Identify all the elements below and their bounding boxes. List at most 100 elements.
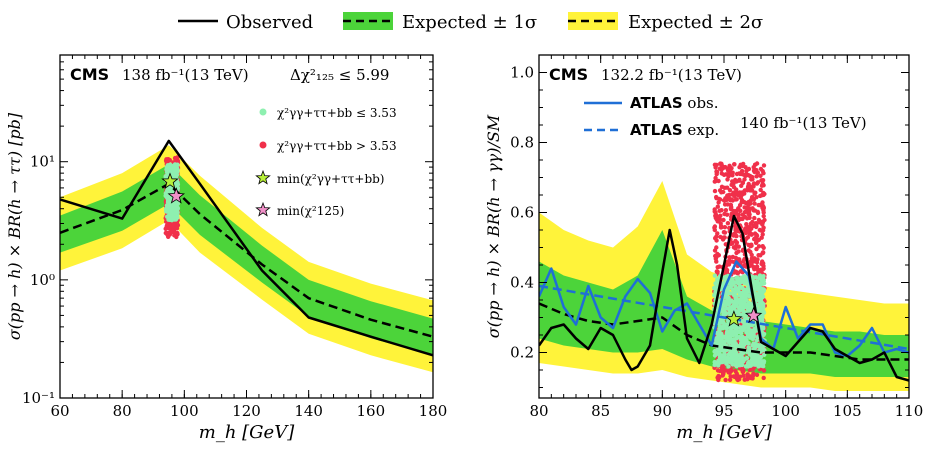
green-point — [738, 355, 744, 360]
green-point — [722, 348, 727, 353]
red-point — [166, 234, 171, 239]
green-point — [752, 282, 757, 288]
lumi-label: 138 fb⁻¹(13 TeV) — [122, 66, 249, 84]
green-point — [740, 319, 745, 324]
legend-red-label: χ²γγ+ττ+bb > 3.53 — [277, 139, 397, 153]
x-tick-label: 80 — [529, 402, 548, 420]
green-point — [761, 277, 766, 283]
green-point — [737, 361, 743, 366]
red-point — [751, 366, 756, 371]
green-point — [732, 307, 737, 312]
y-axis-label: σ(pp → h) × BR(h → γγ)/SM — [484, 114, 503, 338]
red-point — [755, 180, 761, 185]
red-point — [752, 237, 757, 242]
green-point — [727, 340, 732, 345]
red-point — [727, 255, 732, 260]
legend-atlas-obs-bold: ATLAS — [630, 94, 683, 112]
red-point — [732, 193, 737, 199]
red-point — [175, 232, 180, 237]
red-point — [727, 188, 733, 193]
red-point — [746, 248, 751, 253]
green-point — [712, 362, 717, 368]
red-point — [714, 194, 719, 200]
red-point — [752, 267, 757, 272]
plot-area — [60, 139, 433, 373]
red-point — [761, 191, 766, 197]
red-point — [745, 372, 750, 377]
red-point — [754, 240, 759, 245]
red-point — [722, 235, 727, 240]
experiment-label: CMS — [70, 65, 109, 84]
x-tick-label: 85 — [591, 402, 610, 420]
red-point — [724, 267, 730, 273]
red-point — [170, 229, 175, 234]
red-point — [752, 215, 757, 221]
red-point — [750, 188, 755, 193]
green-point — [743, 313, 748, 318]
green-point — [724, 274, 729, 279]
legend-atlas-obs-rest: obs. — [683, 94, 719, 112]
green-point — [712, 353, 718, 358]
legend-star-green — [255, 169, 271, 185]
legend-expected2-label: Expected ± 2σ — [628, 12, 763, 33]
green-point — [726, 329, 731, 335]
green-point — [724, 299, 730, 305]
red-point — [717, 166, 723, 171]
green-point — [734, 296, 739, 302]
green-point — [722, 307, 727, 312]
red-point — [758, 253, 763, 258]
red-point — [747, 367, 752, 373]
green-point — [731, 280, 736, 286]
red-point — [727, 163, 732, 168]
y-tick-label: 0.8 — [510, 134, 534, 152]
red-point — [722, 211, 727, 217]
red-point — [760, 178, 766, 183]
red-point — [728, 202, 734, 208]
red-point — [754, 233, 759, 239]
green-point — [174, 206, 180, 212]
red-point — [164, 231, 169, 236]
y-tick-label: 0.6 — [510, 204, 534, 222]
legend-atlas-obs-label: ATLAS obs. — [630, 94, 719, 112]
green-point — [718, 317, 723, 322]
green-point — [729, 298, 734, 303]
green-point — [169, 216, 175, 221]
green-point — [742, 287, 747, 292]
green-point — [744, 355, 750, 361]
red-point — [752, 258, 757, 263]
green-point — [733, 344, 738, 350]
red-point — [734, 256, 739, 261]
red-point — [754, 195, 759, 200]
red-point — [717, 374, 722, 380]
green-point — [761, 274, 766, 279]
green-point — [743, 302, 748, 307]
red-point — [733, 232, 738, 237]
green-point — [745, 316, 750, 321]
red-point — [745, 188, 750, 193]
red-point — [737, 178, 742, 183]
red-point — [752, 201, 757, 206]
legend-atlas-exp-rest: exp. — [683, 121, 719, 139]
red-point — [760, 168, 765, 174]
red-point — [739, 162, 744, 168]
atlas-expected-line — [539, 284, 909, 351]
red-point — [744, 216, 750, 221]
red-point — [722, 202, 728, 207]
red-point — [730, 198, 735, 203]
x-axis-label: m_h [GeV] — [676, 422, 772, 443]
red-point — [714, 245, 719, 250]
green-point — [732, 325, 737, 330]
red-point — [759, 183, 765, 188]
green-point — [761, 332, 766, 338]
red-point — [714, 169, 719, 174]
red-point — [715, 204, 720, 209]
star-min-125 — [167, 187, 185, 204]
red-point — [729, 259, 735, 264]
legend-expected1-swatch — [343, 12, 393, 30]
y-axis-label: σ(pp → h) × BR(h → ττ) [pb] — [5, 112, 24, 340]
green-point — [718, 339, 723, 344]
red-point — [721, 230, 727, 235]
green-point — [719, 325, 724, 330]
red-point — [729, 170, 734, 175]
red-point — [752, 191, 757, 196]
